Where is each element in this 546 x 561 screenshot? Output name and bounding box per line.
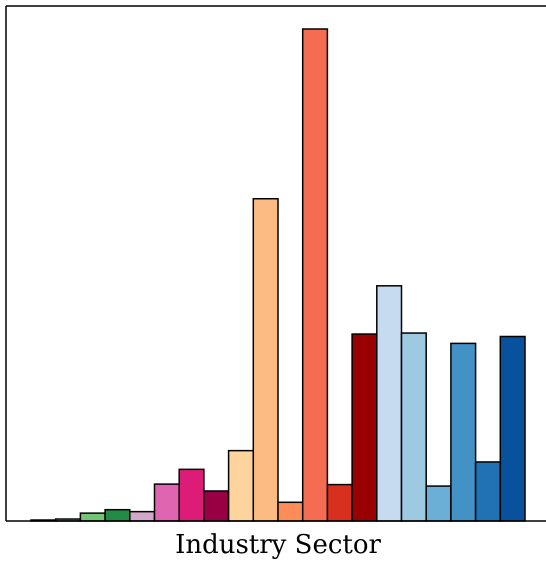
bar-10 (252, 197, 279, 522)
bars-group (30, 28, 526, 522)
bar-9 (227, 449, 255, 522)
bar-15 (376, 285, 403, 522)
bar-17 (425, 485, 452, 522)
bar-8 (203, 490, 230, 522)
bar-19 (474, 461, 502, 522)
bar-18 (450, 342, 477, 522)
bar-3 (79, 512, 106, 522)
x-axis-label: Industry Sector (175, 530, 381, 560)
bar-16 (400, 332, 427, 522)
bar-7 (178, 468, 205, 522)
bar-4 (104, 508, 131, 522)
bar-6 (153, 483, 180, 522)
bar-20 (499, 335, 526, 522)
bar-11 (277, 501, 304, 522)
bar-5 (129, 510, 156, 522)
bar-13 (326, 483, 353, 522)
bar-14 (351, 333, 378, 522)
bar-12 (301, 28, 329, 522)
